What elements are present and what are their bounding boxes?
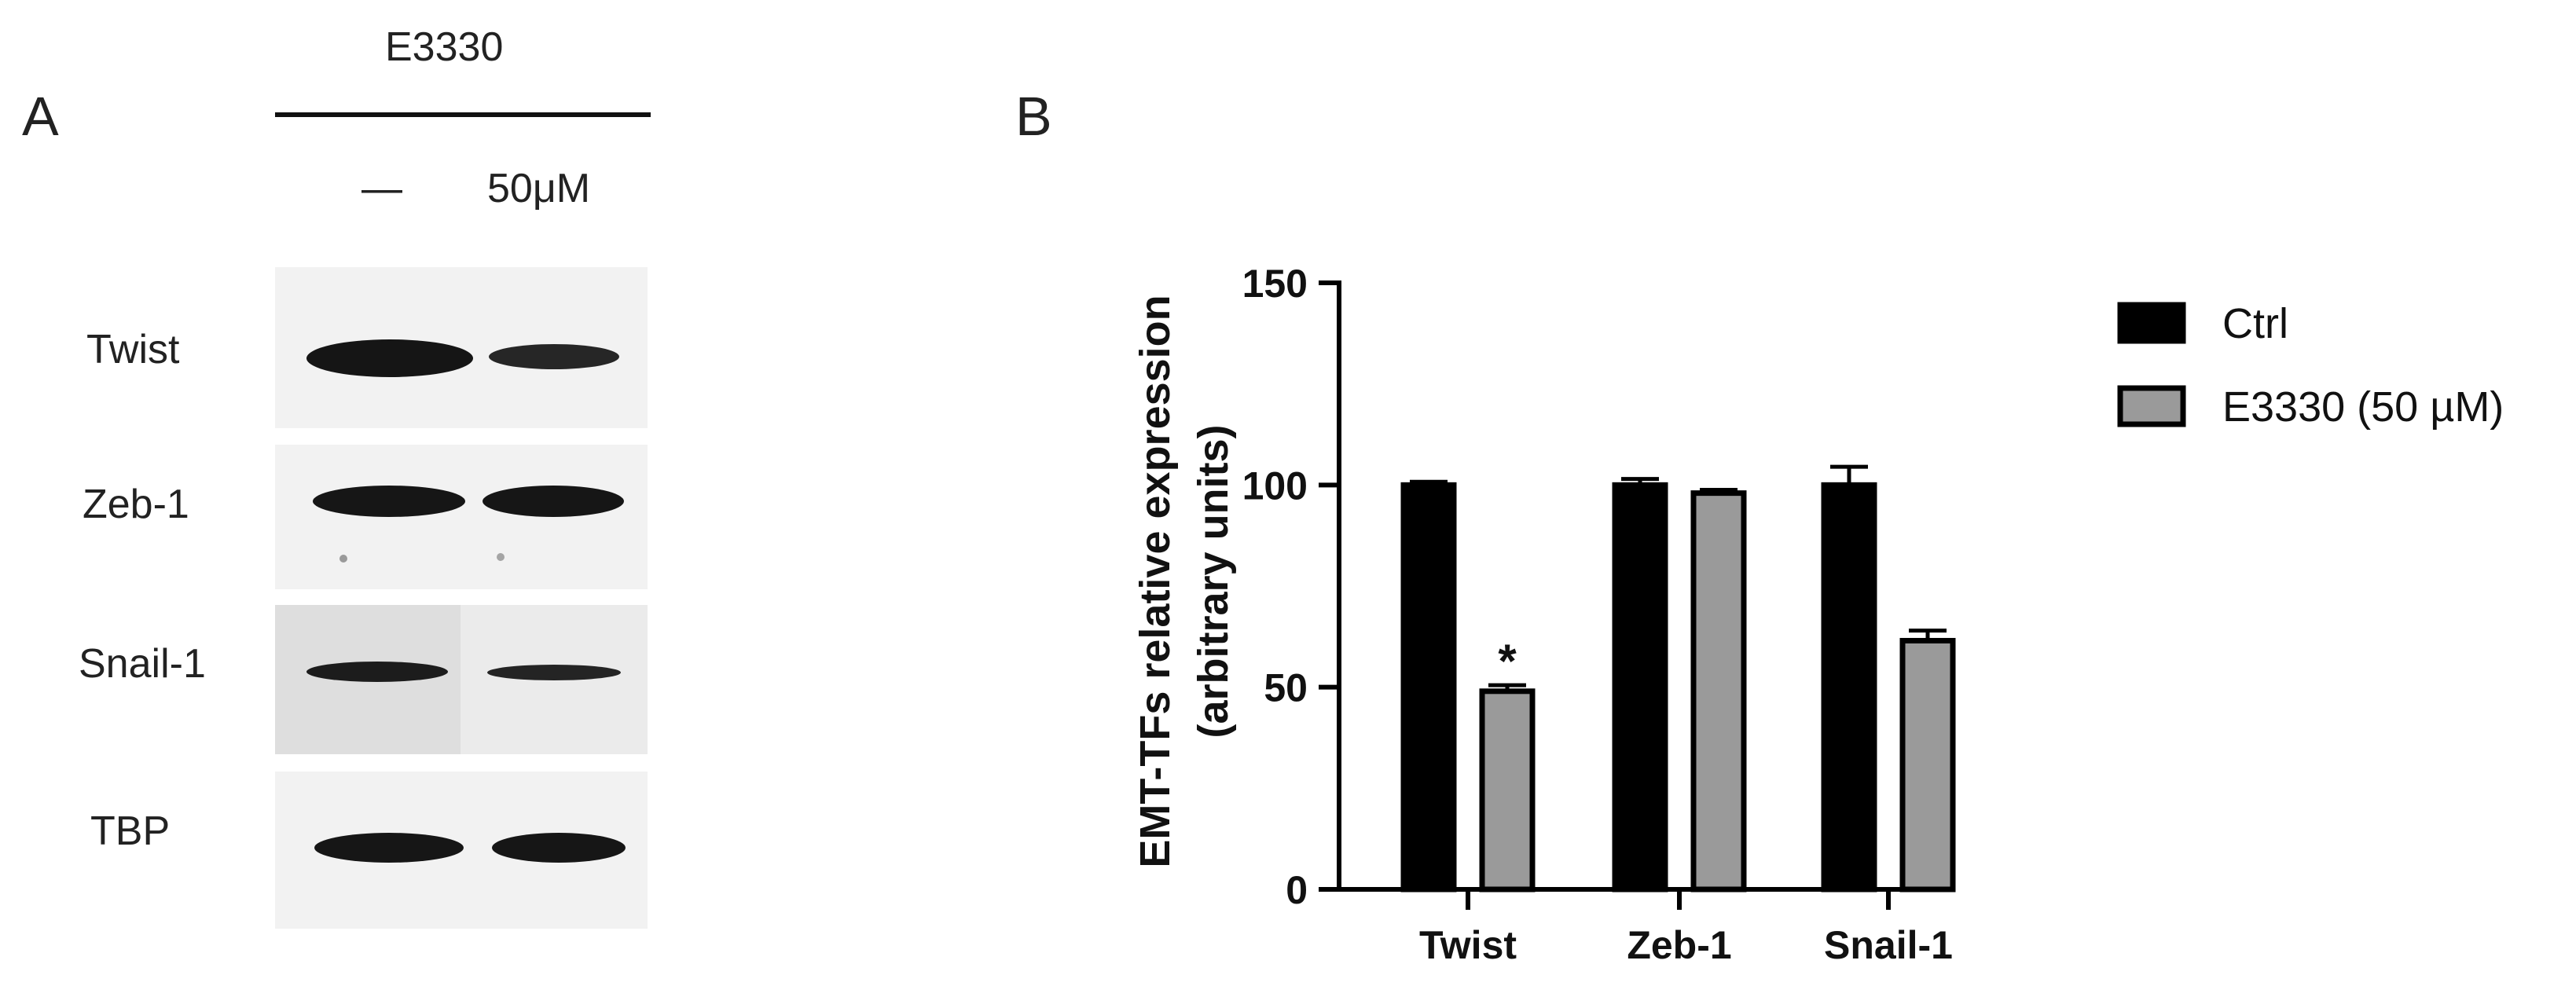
protein-label-zeb1: Zeb-1 <box>83 482 189 527</box>
band-twist-control <box>306 339 473 377</box>
x-tick-label: Zeb-1 <box>1627 923 1731 967</box>
significance-marker: * <box>1498 635 1517 687</box>
y-tick-label: 50 <box>1264 666 1308 710</box>
bar <box>1899 637 1956 893</box>
x-tick-label: Twist <box>1419 923 1517 967</box>
legend-label: Ctrl <box>2222 300 2288 347</box>
blot-speck <box>339 555 347 563</box>
bar <box>1690 490 1747 893</box>
lane-label-treated: 50μM <box>487 166 591 211</box>
band-tbp-treated <box>492 833 626 863</box>
band-snail1-control <box>306 662 448 682</box>
blot-snail1 <box>275 605 648 754</box>
bar <box>1612 482 1668 893</box>
y-axis-label-line1: EMT-TFs relative expression <box>1132 295 1179 867</box>
protein-label-snail1: Snail-1 <box>79 641 206 687</box>
y-tick-label: 100 <box>1242 464 1308 508</box>
band-tbp-control <box>314 833 464 863</box>
legend-label: E3330 (50 µM) <box>2222 383 2504 431</box>
legend-swatch <box>2117 385 2186 427</box>
y-axis-label-line2: (arbitrary units) <box>1190 424 1237 738</box>
y-tick-label: 150 <box>1242 262 1308 306</box>
band-zeb1-control <box>313 486 465 517</box>
blot-zeb1 <box>275 445 648 589</box>
panel-a-label: A <box>22 86 59 147</box>
blot-tbp <box>275 772 648 929</box>
blot-twist <box>275 267 648 428</box>
chart-axes: 0 50 100 150 Twist Zeb-1 Snail-1 <box>1242 262 1953 967</box>
lane-label-control: — <box>361 166 402 211</box>
bar <box>1479 688 1536 893</box>
treatment-line <box>275 112 651 117</box>
blot-speck <box>497 553 505 561</box>
bar <box>1400 482 1457 893</box>
chart-legend: Ctrl E3330 (50 µM) <box>2117 300 2504 431</box>
x-tick-label: Snail-1 <box>1824 923 1953 967</box>
y-tick-label: 0 <box>1286 868 1308 912</box>
chart-bars: * <box>1400 464 1956 893</box>
bar <box>1821 482 1877 893</box>
protein-label-twist: Twist <box>86 327 180 372</box>
panel-b-label: B <box>1015 86 1052 147</box>
legend-swatch <box>2117 302 2186 344</box>
band-twist-treated <box>489 344 619 369</box>
treatment-label: E3330 <box>385 24 504 70</box>
protein-label-tbp: TBP <box>90 808 171 854</box>
y-axis-label: EMT-TFs relative expression (arbitrary u… <box>1132 295 1237 867</box>
band-zeb1-treated <box>483 486 624 517</box>
band-snail1-treated <box>487 665 621 680</box>
